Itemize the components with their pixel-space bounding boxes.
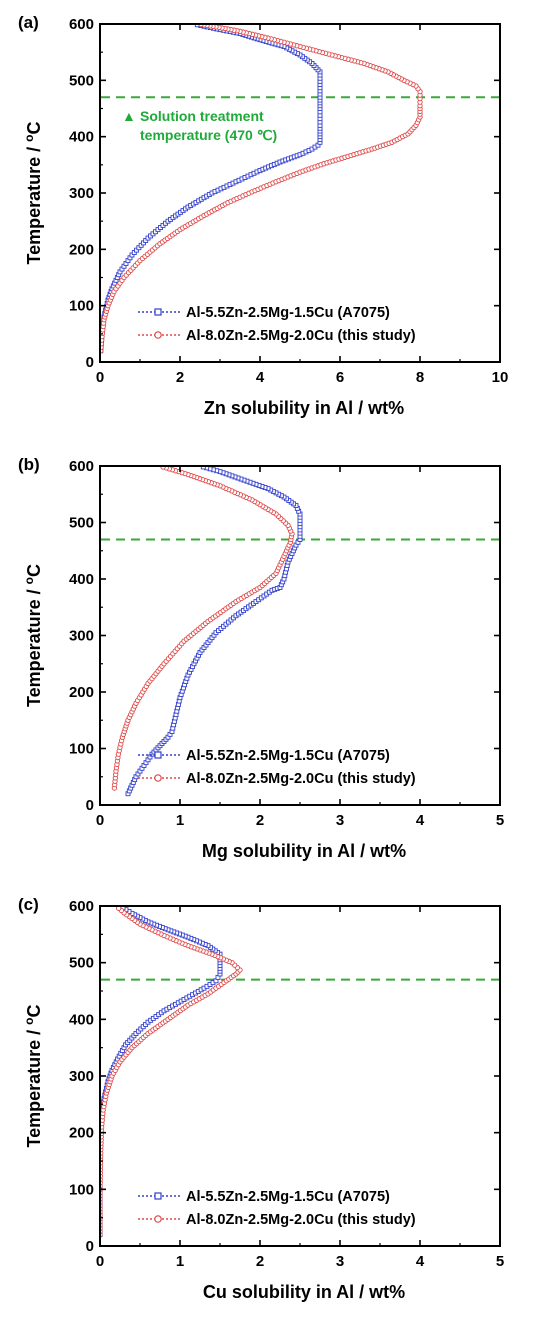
series-1 [100,24,423,354]
legend-entry-1: Al-8.0Zn-2.5Mg-2.0Cu (this study) [138,328,416,344]
y-tick-label: 500 [69,72,94,89]
y-tick-label: 600 [69,898,94,915]
y-axis-title: Temperature / oC [22,1004,44,1147]
series-line [100,906,221,1235]
x-axis-title: Cu solubility in Al / wt% [203,1282,405,1302]
legend-label: Al-5.5Zn-2.5Mg-1.5Cu (A7075) [186,1189,390,1205]
x-tick-label: 3 [336,1253,344,1270]
y-axis-title-unit: C [24,1004,44,1017]
legend-marker [154,1215,162,1223]
chart-panel-1: (b) 0 1 2 3 4 5 0 100 200 300 400 500 600 Mg solubilit… [18,455,504,861]
y-tick-label: 300 [69,1068,94,1085]
legend-marker [154,308,162,316]
legend-entry-0: Al-5.5Zn-2.5Mg-1.5Cu (A7075) [138,305,390,321]
y-tick-label: 0 [86,797,94,814]
y-axis-title: Temperature / oC [22,564,44,707]
y-tick-label: 300 [69,628,94,645]
y-tick-label: 500 [69,955,94,972]
x-tick-label: 4 [416,1253,425,1270]
legend-label: Al-5.5Zn-2.5Mg-1.5Cu (A7075) [186,305,390,321]
y-axis-title-main: Temperature / [24,142,44,265]
panel-label: (c) [18,895,39,914]
legend-marker [154,1192,162,1200]
y-tick-label: 200 [69,1125,94,1142]
y-tick-label: 100 [69,741,94,758]
y-tick-label: 400 [69,129,94,146]
annotation-line-1: Solution treatment [140,108,264,124]
y-tick-label: 0 [86,1238,94,1255]
x-tick-label: 2 [256,1253,264,1270]
legend-entry-0: Al-5.5Zn-2.5Mg-1.5Cu (A7075) [138,748,390,764]
legend-label: Al-8.0Zn-2.5Mg-2.0Cu (this study) [186,328,416,344]
legend-label: Al-8.0Zn-2.5Mg-2.0Cu (this study) [186,771,416,787]
x-tick-label: 5 [496,1253,504,1270]
y-tick-label: 400 [69,1011,94,1028]
chart-panel-2: (c) 0 1 2 3 4 5 0 100 200 300 400 500 600 Cu solubilit… [18,895,504,1302]
y-axis-title-sup: o [22,1017,36,1024]
x-tick-label: 0 [96,812,104,829]
legend-entry-0: Al-5.5Zn-2.5Mg-1.5Cu (A7075) [138,1189,390,1205]
legend-marker [154,774,162,782]
legend-label: Al-5.5Zn-2.5Mg-1.5Cu (A7075) [186,748,390,764]
x-tick-label: 6 [336,369,344,386]
series-1 [100,906,243,1238]
y-tick-label: 200 [69,241,94,258]
x-tick-label: 0 [96,369,104,386]
x-axis-title: Zn solubility in Al / wt% [204,398,404,418]
legend-marker [154,751,162,759]
x-tick-label: 1 [176,1253,184,1270]
panel-label: (a) [18,13,39,32]
annotation-solution-treatment: ▲ Solution treatment temperature (470 ℃) [122,108,277,143]
series-line [100,24,321,351]
annotation-line-2: temperature (470 ℃) [140,127,277,143]
x-axis-title: Mg solubility in Al / wt% [202,841,406,861]
legend-marker [154,331,162,339]
series-0 [125,466,303,797]
y-tick-label: 100 [69,298,94,315]
y-tick-label: 600 [69,458,94,475]
x-tick-label: 8 [416,369,424,386]
y-tick-label: 300 [69,185,94,202]
panel-label: (b) [18,455,40,474]
y-axis-title-unit: C [24,564,44,577]
legend-entry-1: Al-8.0Zn-2.5Mg-2.0Cu (this study) [138,1212,416,1228]
legend-entry-1: Al-8.0Zn-2.5Mg-2.0Cu (this study) [138,771,416,787]
legend-label: Al-8.0Zn-2.5Mg-2.0Cu (this study) [186,1212,416,1228]
y-tick-label: 600 [69,16,94,33]
x-tick-label: 0 [96,1253,104,1270]
x-tick-label: 5 [496,812,504,829]
y-axis-title-unit: C [24,121,44,134]
y-tick-label: 400 [69,571,94,588]
series-0 [100,24,323,354]
y-tick-label: 500 [69,515,94,532]
y-axis-title-sup: o [22,134,36,141]
x-tick-label: 1 [176,812,184,829]
annotation-marker: ▲ [122,108,136,124]
y-axis-title-main: Temperature / [24,1025,44,1148]
y-tick-label: 100 [69,1181,94,1198]
y-tick-label: 0 [86,354,94,371]
x-tick-label: 3 [336,812,344,829]
y-tick-label: 200 [69,684,94,701]
y-axis-title-main: Temperature / [24,584,44,707]
x-tick-label: 4 [256,369,265,386]
x-tick-label: 2 [256,812,264,829]
y-axis-title-sup: o [22,577,36,584]
x-tick-label: 2 [176,369,184,386]
y-axis-title: Temperature / oC [22,121,44,264]
x-tick-label: 4 [416,812,425,829]
x-tick-label: 10 [492,369,509,386]
series-1 [111,466,295,791]
